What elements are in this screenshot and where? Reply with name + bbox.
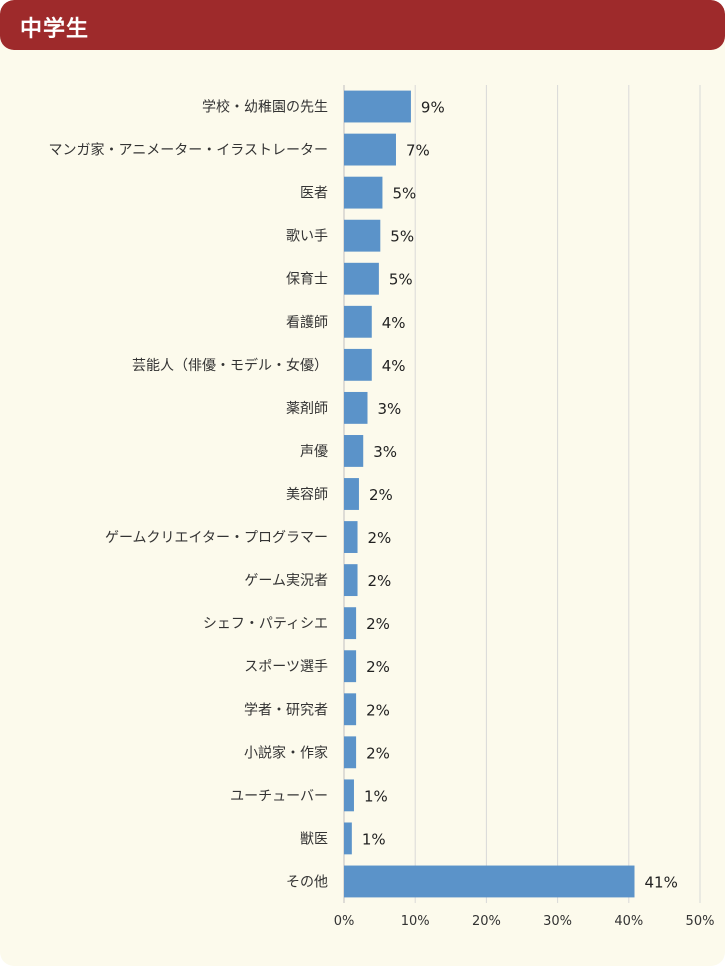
- bar: [344, 133, 396, 166]
- bar: [344, 779, 354, 812]
- data-label: 2%: [366, 658, 390, 676]
- header-bar: 中学生: [0, 0, 725, 50]
- category-label: 学校・幼稚園の先生: [202, 99, 328, 116]
- data-label: 2%: [366, 615, 390, 633]
- bar: [344, 521, 358, 553]
- category-label: 芸能人（俳優・モデル・女優）: [132, 357, 328, 374]
- data-label: 41%: [644, 873, 677, 891]
- category-label: 薬剤師: [286, 401, 328, 417]
- bar: [344, 650, 357, 683]
- category-label: シェフ・パティシエ: [203, 616, 328, 632]
- category-label: 獣医: [300, 831, 328, 847]
- bar: [344, 348, 372, 381]
- data-label: 1%: [364, 787, 388, 805]
- category-label: 保育士: [286, 272, 328, 288]
- bar: [344, 736, 357, 769]
- bar: [344, 435, 364, 467]
- category-label: 医者: [300, 186, 328, 202]
- bar: [344, 305, 372, 338]
- category-label: 歌い手: [286, 229, 328, 245]
- category-label: スポーツ選手: [244, 659, 328, 675]
- data-label: 2%: [366, 701, 390, 719]
- data-label: 1%: [362, 830, 386, 848]
- bar: [344, 90, 411, 123]
- category-label: ユーチューバー: [230, 788, 328, 804]
- x-tick-label: 30%: [543, 914, 572, 929]
- x-tick-label: 0%: [334, 914, 355, 929]
- data-label: 2%: [368, 572, 392, 590]
- x-tick-label: 10%: [401, 914, 430, 929]
- bar: [344, 607, 357, 640]
- category-label: 学者・研究者: [244, 702, 328, 718]
- data-label: 3%: [377, 400, 401, 418]
- bar: [344, 262, 379, 295]
- bar: [344, 391, 368, 424]
- data-label: 5%: [392, 185, 416, 203]
- category-label: ゲーム実況者: [244, 573, 328, 589]
- data-label: 3%: [373, 443, 397, 461]
- bar: [344, 693, 357, 726]
- category-label: ゲームクリエイター・プログラマー: [105, 530, 328, 546]
- category-label: 美容師: [286, 486, 328, 503]
- data-label: 4%: [382, 314, 406, 332]
- x-tick-label: 50%: [686, 914, 715, 929]
- bar: [344, 564, 358, 597]
- data-label: 5%: [390, 228, 414, 246]
- category-label: 声優: [300, 444, 328, 460]
- bar: [344, 478, 359, 510]
- bar-chart: 0% 10% 20% 30% 40% 50% 学校・幼稚園の先生 9% マンガ家・アニメーター・…: [49, 85, 715, 929]
- bar: [344, 219, 381, 252]
- category-label: マンガ家・アニメーター・イラストレーター: [49, 142, 328, 159]
- data-label: 2%: [368, 529, 392, 547]
- data-label: 7%: [406, 142, 430, 160]
- bar: [344, 822, 352, 855]
- data-label: 4%: [382, 357, 406, 375]
- data-label: 9%: [421, 99, 445, 117]
- x-tick-label: 40%: [614, 914, 643, 929]
- data-label: 5%: [389, 271, 413, 289]
- data-label: 2%: [369, 486, 393, 504]
- category-label: 小説家・作家: [244, 744, 328, 761]
- bar: [344, 176, 383, 209]
- bar: [344, 865, 635, 898]
- page-title: 中学生: [20, 17, 90, 42]
- data-label: 2%: [366, 744, 390, 762]
- x-tick-label: 20%: [472, 914, 501, 929]
- category-label: その他: [286, 874, 328, 890]
- category-label: 看護師: [286, 315, 328, 331]
